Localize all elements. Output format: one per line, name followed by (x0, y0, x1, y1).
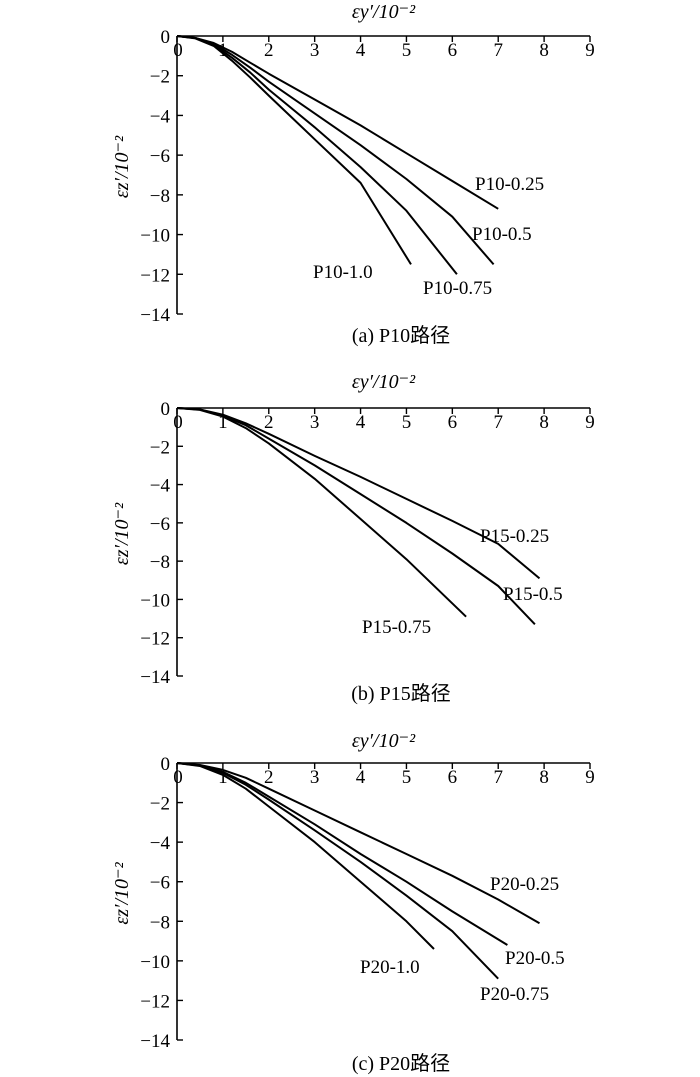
series-label-P20-1.0: P20-1.0 (360, 957, 420, 978)
y-tick-label: −6 (150, 514, 170, 535)
x-tick-label: 7 (493, 767, 503, 788)
x-tick-label: 3 (310, 767, 320, 788)
y-axis-label: εz′/10⁻² (111, 861, 133, 924)
series-label-P10-0.25: P10-0.25 (475, 174, 544, 195)
chart-panel-2: 0 1 2 3 4 5 6 7 8 90−2−4−6−8−10−12−14εy′/10⁻²εz′/… (111, 371, 595, 705)
y-tick-label: −8 (150, 912, 170, 933)
series-label-P15-0.25: P15-0.25 (480, 526, 549, 547)
y-tick-label: −8 (150, 186, 170, 207)
x-tick-label: 2 (264, 40, 274, 61)
series-line-P10-0.25 (176, 35, 499, 210)
series-line-P20-0.5 (176, 762, 508, 946)
chart-panel-3: 0 1 2 3 4 5 6 7 8 90−2−4−6−8−10−12−14εy′/10⁻²εz′/… (111, 730, 595, 1075)
x-tick-label: 8 (539, 412, 549, 433)
chart-panel-1: 0 1 2 3 4 5 6 7 8 90−2−4−6−8−10−12−14εy′/10⁻²εz′/… (111, 1, 595, 347)
x-axis-label: εy′/10⁻² (352, 1, 416, 23)
panel-caption: (a) P10路径 (352, 324, 450, 347)
y-tick-label: −14 (140, 667, 170, 688)
x-tick-label: 5 (402, 412, 412, 433)
x-tick-label: 1 (218, 412, 228, 433)
y-tick-label: −10 (140, 952, 170, 973)
y-tick-label: −12 (140, 629, 170, 650)
y-tick-label: −2 (150, 67, 170, 88)
x-tick-label: 3 (310, 40, 320, 61)
series-line-P10-1.0 (176, 35, 412, 265)
series-label-P15-0.75: P15-0.75 (362, 617, 431, 638)
x-axis-label: εy′/10⁻² (352, 371, 416, 393)
y-tick-label: −2 (150, 437, 170, 458)
x-tick-label: 9 (585, 40, 595, 61)
x-tick-label: 4 (356, 40, 366, 61)
y-tick-label: −6 (150, 146, 170, 167)
x-tick-label: 1 (218, 767, 228, 788)
x-tick-label: 3 (310, 412, 320, 433)
y-tick-label: 0 (161, 27, 171, 48)
x-tick-label: 7 (493, 40, 503, 61)
y-tick-label: 0 (161, 399, 171, 420)
x-tick-label: 0 (173, 412, 183, 433)
y-tick-label: 0 (161, 754, 171, 775)
series-line-P20-1.0 (176, 762, 435, 950)
series-label-P10-0.5: P10-0.5 (472, 224, 532, 245)
y-tick-label: −2 (150, 794, 170, 815)
series-line-P15-0.75 (176, 407, 467, 618)
series-line-P10-0.5 (176, 35, 495, 266)
y-axis-label: εz′/10⁻² (111, 135, 133, 198)
series-label-P20-0.25: P20-0.25 (490, 874, 559, 895)
x-axis-label: εy′/10⁻² (352, 730, 416, 752)
series-label-P15-0.5: P15-0.5 (503, 584, 563, 605)
panel-caption: (c) P20路径 (352, 1052, 450, 1075)
series-label-P20-0.5: P20-0.5 (505, 948, 565, 969)
x-tick-label: 6 (448, 412, 458, 433)
y-tick-label: −4 (150, 833, 171, 854)
x-tick-label: 7 (493, 412, 503, 433)
x-tick-label: 0 (173, 40, 183, 61)
series-line-P10-0.75 (176, 35, 458, 275)
x-tick-label: 2 (264, 412, 274, 433)
y-tick-label: −14 (140, 1031, 170, 1052)
y-tick-label: −14 (140, 305, 170, 326)
series-label-P20-0.75: P20-0.75 (480, 984, 549, 1005)
series-label-P10-0.75: P10-0.75 (423, 278, 492, 299)
x-tick-label: 8 (539, 767, 549, 788)
y-tick-label: −12 (140, 265, 170, 286)
x-tick-label: 5 (402, 40, 412, 61)
x-tick-label: 2 (264, 767, 274, 788)
x-tick-label: 0 (173, 767, 183, 788)
x-tick-label: 4 (356, 767, 366, 788)
y-tick-label: −10 (140, 590, 170, 611)
x-tick-label: 6 (448, 40, 458, 61)
x-tick-label: 9 (585, 767, 595, 788)
y-tick-label: −6 (150, 873, 170, 894)
x-tick-label: 4 (356, 412, 366, 433)
series-line-P20-0.25 (176, 762, 540, 925)
series-label-P10-1.0: P10-1.0 (313, 262, 373, 283)
y-tick-label: −4 (150, 476, 171, 497)
x-tick-label: 8 (539, 40, 549, 61)
x-tick-label: 5 (402, 767, 412, 788)
y-tick-label: −4 (150, 106, 171, 127)
y-tick-label: −10 (140, 226, 170, 247)
x-tick-label: 9 (585, 412, 595, 433)
panel-caption: (b) P15路径 (351, 682, 450, 705)
y-tick-label: −8 (150, 552, 170, 573)
series-line-P20-0.75 (176, 762, 499, 980)
y-tick-label: −12 (140, 991, 170, 1012)
x-tick-label: 6 (448, 767, 458, 788)
y-axis-label: εz′/10⁻² (111, 502, 133, 565)
